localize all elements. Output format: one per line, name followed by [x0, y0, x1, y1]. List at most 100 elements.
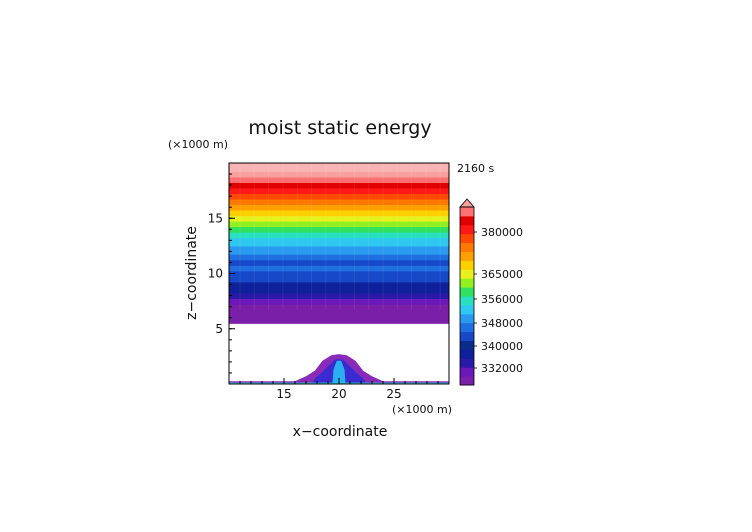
contour-band	[229, 337, 449, 341]
contour-band	[229, 234, 449, 239]
colorbar-swatch	[460, 251, 474, 261]
contour-band	[229, 265, 449, 269]
contour-band	[229, 306, 449, 311]
contour-band	[229, 218, 449, 222]
contour-band	[229, 301, 449, 305]
colorbar-swatch	[460, 340, 474, 350]
colorbar-label: 365000	[481, 268, 523, 281]
x-tick-label: 15	[276, 387, 291, 401]
contour-band	[229, 345, 449, 349]
contour-band	[229, 276, 449, 280]
colorbar-swatch	[460, 296, 474, 306]
colorbar-label: 380000	[481, 226, 523, 239]
colorbar-label: 340000	[481, 340, 523, 353]
contour-band	[229, 295, 449, 299]
contour-band	[229, 259, 449, 264]
contour-band	[229, 198, 449, 203]
contour-band	[229, 254, 449, 258]
contour-band	[229, 223, 449, 228]
contour-band	[229, 328, 449, 333]
contour-band	[229, 226, 449, 230]
contour-band	[229, 215, 449, 219]
plot-area: 15 20 25 5 10 15	[208, 162, 450, 401]
colorbar-frame	[459, 206, 475, 386]
colorbar-swatch	[460, 322, 474, 333]
x-axis-label: x−coordinate	[293, 424, 388, 440]
contour-band	[229, 196, 449, 200]
contour-band	[229, 251, 449, 255]
colorbar-swatch	[460, 215, 474, 226]
contour-band	[229, 193, 449, 197]
contour-band	[229, 262, 449, 266]
contour-band	[229, 334, 449, 338]
contour-band	[229, 182, 449, 186]
contour-band	[229, 270, 449, 275]
contour-band	[229, 174, 449, 178]
contour-band	[229, 279, 449, 283]
y-axis-label: z−coordinate	[184, 226, 200, 320]
contour-band	[229, 229, 449, 233]
contour-band	[229, 287, 449, 291]
x-tick-label: 20	[331, 387, 346, 401]
contour-band	[229, 323, 449, 327]
cloud-core	[332, 360, 346, 384]
contour-band	[229, 339, 449, 344]
contour-band	[229, 348, 449, 352]
contour-band	[229, 331, 449, 335]
contour-band	[229, 350, 449, 355]
colorbar-swatch	[460, 233, 474, 244]
contour-band	[229, 187, 449, 192]
contour-band	[229, 284, 449, 288]
x-unit-label: (×1000 m)	[392, 403, 452, 416]
colorbar-label: 356000	[481, 293, 523, 306]
contour-band	[229, 240, 449, 244]
colorbar-swatch	[460, 331, 474, 341]
colorbar-swatch	[460, 349, 474, 359]
colorbar-swatch	[460, 278, 474, 288]
contour-band	[229, 273, 449, 277]
colorbar-swatch	[460, 269, 474, 279]
colorbar-swatch	[460, 376, 474, 386]
contour-band	[229, 325, 449, 330]
contour-band	[229, 163, 449, 172]
contour-band	[229, 179, 449, 183]
colorbar-overflow	[459, 198, 475, 208]
contour-band	[229, 256, 449, 261]
colorbar-label: 332000	[481, 362, 523, 375]
colorbar-swatch	[460, 224, 474, 235]
contour-band	[229, 245, 449, 250]
y-tick-label: 10	[208, 267, 223, 281]
contour-band	[229, 209, 449, 214]
colorbar-swatch	[460, 358, 474, 368]
contour-band	[229, 309, 449, 324]
contour-band	[229, 267, 449, 272]
colorbar-swatch	[460, 304, 474, 315]
contour-band	[229, 232, 449, 236]
colorbar-swatch	[460, 242, 474, 252]
contour-band	[229, 201, 449, 206]
time-label: 2160 s	[457, 162, 494, 175]
contour-band	[229, 281, 449, 286]
contour-band	[229, 248, 449, 252]
chart-title: moist static energy	[248, 117, 431, 139]
colorbar: 380000 365000 356000 348000 340000 332000	[459, 198, 523, 386]
contour-band	[229, 290, 449, 294]
contour-band	[229, 176, 449, 181]
colorbar-label: 348000	[481, 317, 523, 330]
contour-band	[229, 237, 449, 241]
x-tick-label: 25	[386, 387, 401, 401]
y-unit-label: (×1000 m)	[168, 138, 228, 151]
colorbar-swatch	[460, 287, 474, 297]
contour-band	[229, 342, 449, 346]
colorbar-swatch	[460, 260, 474, 270]
contour-band	[229, 171, 449, 175]
colorbar-swatch	[460, 313, 474, 324]
contour-band	[229, 303, 449, 308]
y-tick-label: 15	[208, 211, 223, 225]
colorbar-swatch	[460, 207, 474, 217]
contour-band	[229, 243, 449, 247]
contour-band	[229, 292, 449, 297]
contour-band	[229, 185, 449, 189]
contour-band	[229, 204, 449, 208]
